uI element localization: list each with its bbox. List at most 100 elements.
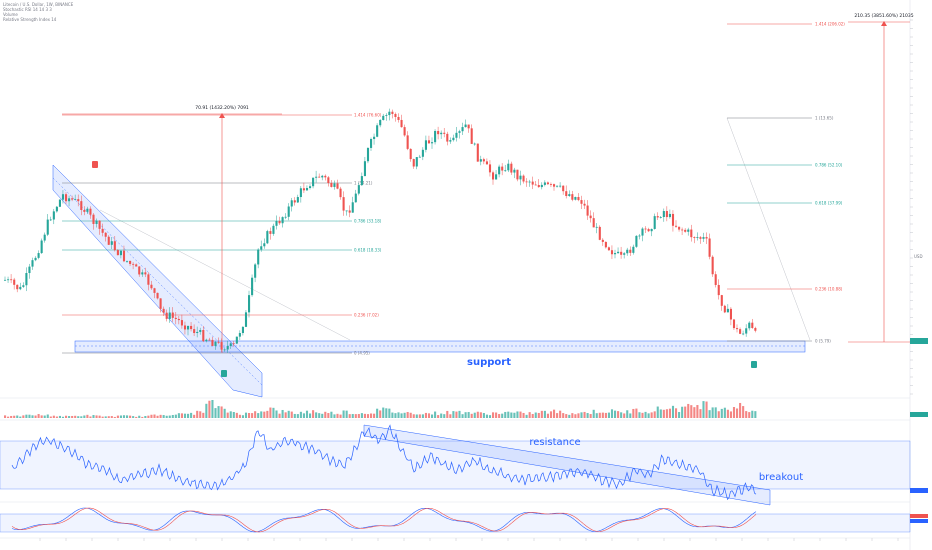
candle-body: [37, 253, 40, 258]
candle-body: [504, 170, 507, 172]
volume-bar: [723, 407, 726, 418]
candle-body: [754, 327, 757, 331]
volume-bar: [336, 413, 339, 418]
candle-body: [403, 127, 406, 136]
candle-body: [263, 243, 266, 247]
volume-bar: [293, 413, 296, 418]
candle-body: [626, 249, 629, 254]
volume-bar: [205, 403, 208, 418]
candle-body: [736, 328, 739, 330]
candle-body: [281, 217, 284, 224]
candle-body: [610, 250, 614, 255]
volume-bar: [421, 414, 424, 418]
candle-body: [174, 317, 177, 319]
volume-bar: [351, 414, 354, 418]
volume-bar: [437, 415, 440, 418]
candle-body: [745, 328, 748, 334]
volume-bar: [562, 413, 565, 418]
volume-bar: [58, 415, 61, 418]
candle-body: [595, 226, 598, 228]
volume-bar: [656, 406, 659, 418]
channel-drawings: [0, 117, 911, 533]
candle-body: [653, 216, 656, 229]
volume-bar: [89, 416, 92, 418]
candle-body: [177, 318, 180, 321]
candle-body: [65, 194, 68, 202]
candle-body: [272, 225, 275, 234]
volume-bar: [476, 411, 479, 418]
volume-bar: [714, 407, 717, 418]
volume-bar: [644, 411, 647, 418]
volume-bar: [638, 412, 641, 418]
candle-body: [150, 284, 153, 289]
volume-bar: [720, 408, 723, 418]
volume-bar: [739, 402, 742, 418]
volume-bar: [614, 410, 617, 418]
volume-bar: [177, 413, 180, 418]
candle-body: [696, 237, 699, 239]
volume-bar: [223, 408, 226, 418]
candle-body: [507, 163, 510, 171]
volume-bar: [28, 414, 31, 418]
candle-body: [681, 229, 684, 231]
candle-body: [132, 263, 135, 265]
volume-bar: [147, 415, 150, 418]
candle-body: [339, 188, 342, 198]
volume-bar: [138, 415, 141, 418]
chart-header-symbol: Litecoin / U.S. Dollar, 1W, BINANCE: [3, 2, 74, 7]
candle-body: [675, 225, 678, 227]
candle-body: [330, 182, 333, 187]
candle-body: [348, 210, 351, 213]
candle-body: [324, 175, 327, 178]
candle-body: [278, 220, 281, 224]
candle-body: [7, 279, 10, 281]
volume-bar: [373, 413, 376, 418]
fib-label-right: 1.414 (206.02): [815, 22, 845, 27]
candle-body: [516, 169, 519, 180]
fib-label-right: 0 (5.79): [815, 339, 831, 344]
volume-bar: [65, 415, 68, 418]
volume-bar: [754, 411, 757, 418]
volume-bar: [400, 413, 403, 418]
candle-body: [476, 143, 479, 162]
candle-body: [196, 331, 199, 334]
volume-bar: [281, 409, 284, 418]
volume-bar: [141, 416, 144, 418]
stoch-rsi-panel: [11, 507, 757, 533]
candle-body: [208, 339, 211, 341]
candle-body: [61, 194, 65, 200]
volume-bar: [504, 411, 507, 418]
volume-bar: [196, 410, 199, 418]
candle-body: [336, 183, 339, 189]
volume-bar: [156, 415, 159, 418]
candle-body: [662, 211, 665, 218]
candle-body: [449, 140, 452, 142]
candle-body: [751, 322, 754, 328]
volume-bar: [19, 416, 22, 418]
candle-body: [260, 246, 263, 250]
candle-body: [415, 157, 418, 167]
volume-bar: [708, 410, 711, 418]
volume-bar: [745, 411, 748, 418]
volume-bar: [278, 413, 281, 418]
volume-bar: [244, 412, 248, 418]
candle-body: [583, 203, 586, 206]
volume-bar: [226, 412, 229, 418]
volume-bar: [546, 413, 549, 418]
candle-body: [705, 237, 708, 239]
candle-body: [113, 241, 116, 251]
candle-body: [418, 156, 421, 158]
volume-bar: [687, 403, 690, 418]
volume-bar: [150, 414, 153, 418]
buy-marker: [221, 370, 227, 377]
candle-body: [617, 251, 620, 254]
volume-bar: [519, 411, 522, 418]
volume-bar: [86, 414, 89, 418]
volume-bar: [626, 410, 629, 418]
candle-body: [43, 234, 46, 241]
candle-body: [571, 194, 574, 200]
volume-bar: [382, 407, 385, 418]
candle-body: [501, 166, 504, 171]
candle-body: [601, 239, 604, 242]
